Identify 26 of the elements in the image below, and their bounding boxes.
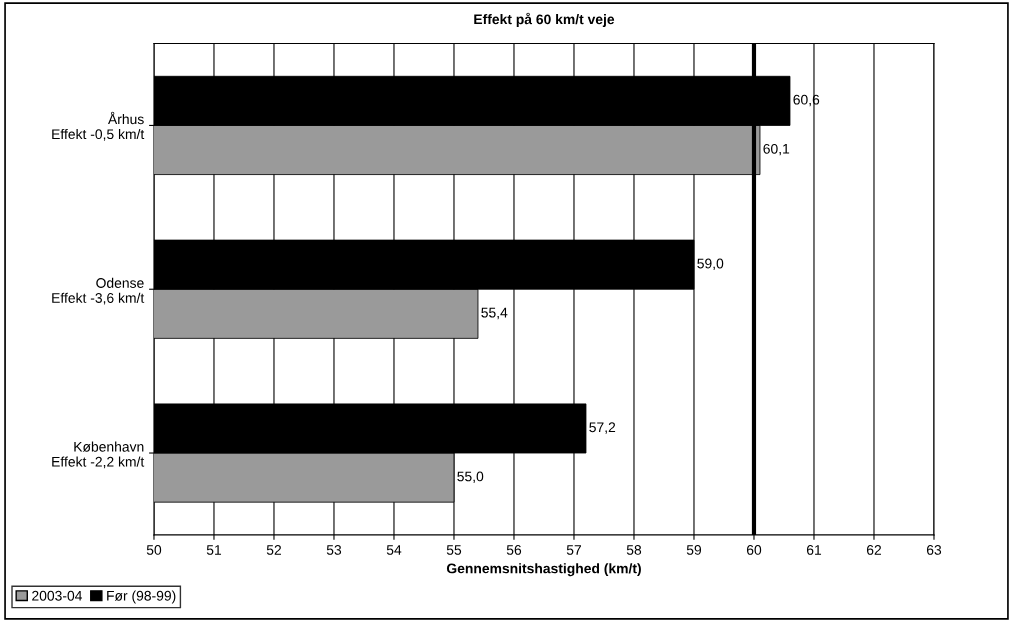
data-label: 59,0 [697,258,724,271]
x-tick-label: 50 [146,545,162,555]
x-tick-label: 62 [866,545,882,555]
x-tick-label: 54 [386,545,402,555]
x-tick-label: 51 [206,545,222,555]
data-label: 55,4 [481,307,508,320]
x-tick-label: 56 [506,545,522,555]
legend-label: 2003-04 [32,590,83,601]
data-label: 55,0 [457,471,484,483]
x-tick-label: 52 [266,545,282,555]
y-tick-label: Odense Effekt -3,6 km/t [52,277,145,305]
legend-label: Før (98-99) [107,590,176,604]
x-tick-label: 61 [806,545,822,555]
y-tick-label: Århus Effekt -0,5 km/t [52,111,145,141]
y-tick-label: København Effekt -2,2 km/t [52,441,145,469]
x-tick-label: 63 [926,545,942,555]
x-tick-label: 53 [326,545,342,555]
x-tick-label: 60 [746,545,762,555]
x-tick-label: 59 [686,545,702,555]
x-tick-label: 58 [626,545,642,555]
data-label: 60,1 [763,143,790,156]
chart-title: Effekt på 60 km/t veje [474,12,615,27]
x-axis-title: Gennemsnitshastighed (km/t) [446,563,641,577]
x-tick-label: 57 [566,545,582,555]
data-label: 57,2 [589,422,616,434]
x-tick-label: 55 [446,545,462,555]
